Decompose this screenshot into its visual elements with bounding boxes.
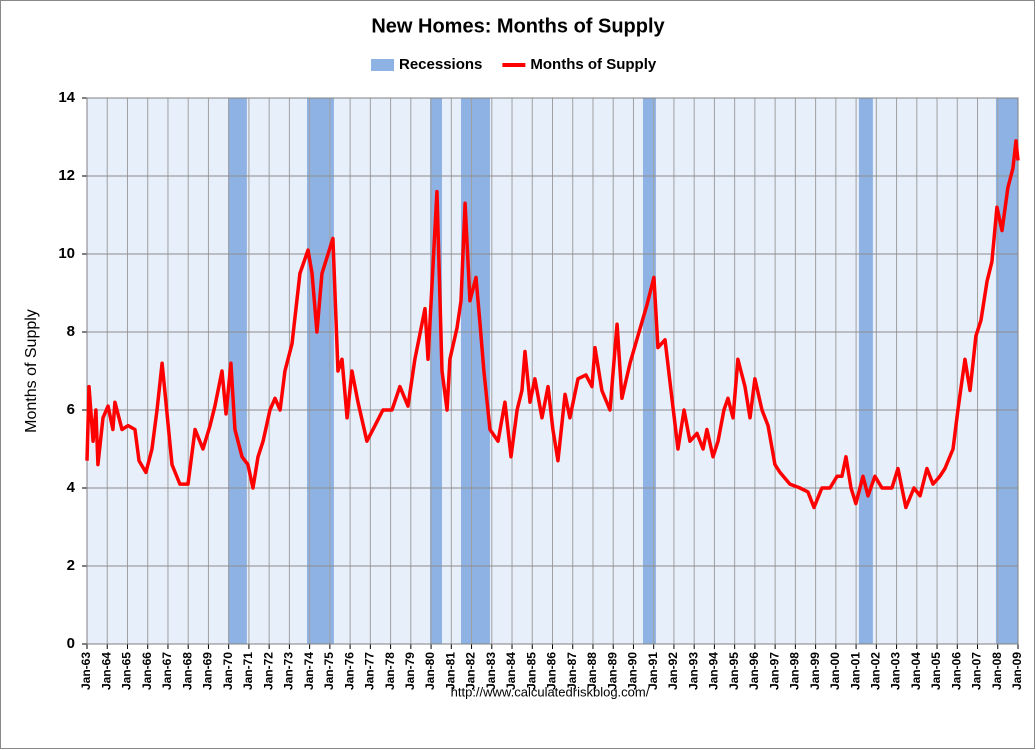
x-tick-label: Jan-05 <box>929 652 943 690</box>
x-tick-label: Jan-09 <box>1010 652 1024 690</box>
x-tick-label: Jan-07 <box>970 652 984 690</box>
y-tick-label: 10 <box>58 245 75 262</box>
x-tick-label: Jan-73 <box>282 652 296 690</box>
legend-swatch <box>371 59 394 71</box>
recession-band <box>858 98 873 644</box>
x-tick-label: Jan-01 <box>848 652 862 690</box>
recession-band <box>228 98 247 644</box>
x-tick-label: Jan-97 <box>767 652 781 690</box>
y-tick-label: 12 <box>58 167 75 184</box>
x-tick-label: Jan-70 <box>221 652 235 690</box>
x-tick-label: Jan-99 <box>808 652 822 690</box>
x-tick-label: Jan-06 <box>949 652 963 690</box>
x-tick-label: Jan-74 <box>302 652 316 690</box>
x-tick-label: Jan-77 <box>363 652 377 690</box>
x-tick-label: Jan-80 <box>423 652 437 690</box>
x-tick-label: Jan-64 <box>99 652 113 690</box>
y-tick-label: 4 <box>67 479 76 496</box>
x-tick-label: Jan-82 <box>464 652 478 690</box>
x-tick-label: Jan-95 <box>727 652 741 690</box>
x-tick-label: Jan-72 <box>261 652 275 690</box>
y-tick-label: 14 <box>58 89 75 106</box>
x-tick-label: Jan-93 <box>686 652 700 690</box>
x-tick-label: Jan-85 <box>524 652 538 690</box>
recession-band <box>642 98 656 644</box>
x-tick-label: Jan-68 <box>180 652 194 690</box>
x-tick-label: Jan-69 <box>201 652 215 690</box>
x-tick-label: Jan-78 <box>383 652 397 690</box>
x-tick-label: Jan-65 <box>120 652 134 690</box>
x-tick-label: Jan-88 <box>585 652 599 690</box>
x-tick-label: Jan-03 <box>889 652 903 690</box>
chart-title: New Homes: Months of Supply <box>371 15 665 37</box>
x-tick-label: Jan-71 <box>241 652 255 690</box>
x-tick-label: Jan-08 <box>990 652 1004 690</box>
x-tick-label: Jan-94 <box>707 652 721 690</box>
y-tick-label: 6 <box>67 401 75 418</box>
source-note: http://www.calculatedriskblog.com/ <box>451 684 650 699</box>
y-tick-label: 8 <box>67 323 75 340</box>
x-tick-label: Jan-67 <box>160 652 174 690</box>
recession-band <box>430 98 442 644</box>
x-tick-label: Jan-92 <box>666 652 680 690</box>
x-tick-label: Jan-96 <box>747 652 761 690</box>
x-tick-label: Jan-66 <box>140 652 154 690</box>
x-tick-label: Jan-84 <box>504 652 518 690</box>
data-line <box>85 139 1020 510</box>
x-tick-label: Jan-90 <box>626 652 640 690</box>
x-tick-label: Jan-89 <box>605 652 619 690</box>
x-tick-label: Jan-04 <box>909 652 923 690</box>
y-axis-label: Months of Supply <box>23 309 40 433</box>
y-tick-label: 0 <box>67 635 75 652</box>
x-tick-label: Jan-79 <box>403 652 417 690</box>
x-tick-label: Jan-87 <box>565 652 579 690</box>
plot-border <box>86 97 1019 645</box>
legend-label: Months of Supply <box>530 56 656 73</box>
x-tick-label: Jan-81 <box>443 652 457 690</box>
x-tick-label: Jan-86 <box>545 652 559 690</box>
legend-label: Recessions <box>399 56 482 73</box>
x-tick-label: Jan-91 <box>646 652 660 690</box>
x-tick-label: Jan-98 <box>788 652 802 690</box>
x-tick-label: Jan-76 <box>342 652 356 690</box>
recession-band <box>995 98 1018 644</box>
y-tick-label: 2 <box>67 557 75 574</box>
x-tick-label: Jan-83 <box>484 652 498 690</box>
x-tick-label: Jan-02 <box>868 652 882 690</box>
x-tick-label: Jan-63 <box>79 652 93 690</box>
x-tick-label: Jan-75 <box>322 652 336 690</box>
x-tick-label: Jan-00 <box>828 652 842 690</box>
